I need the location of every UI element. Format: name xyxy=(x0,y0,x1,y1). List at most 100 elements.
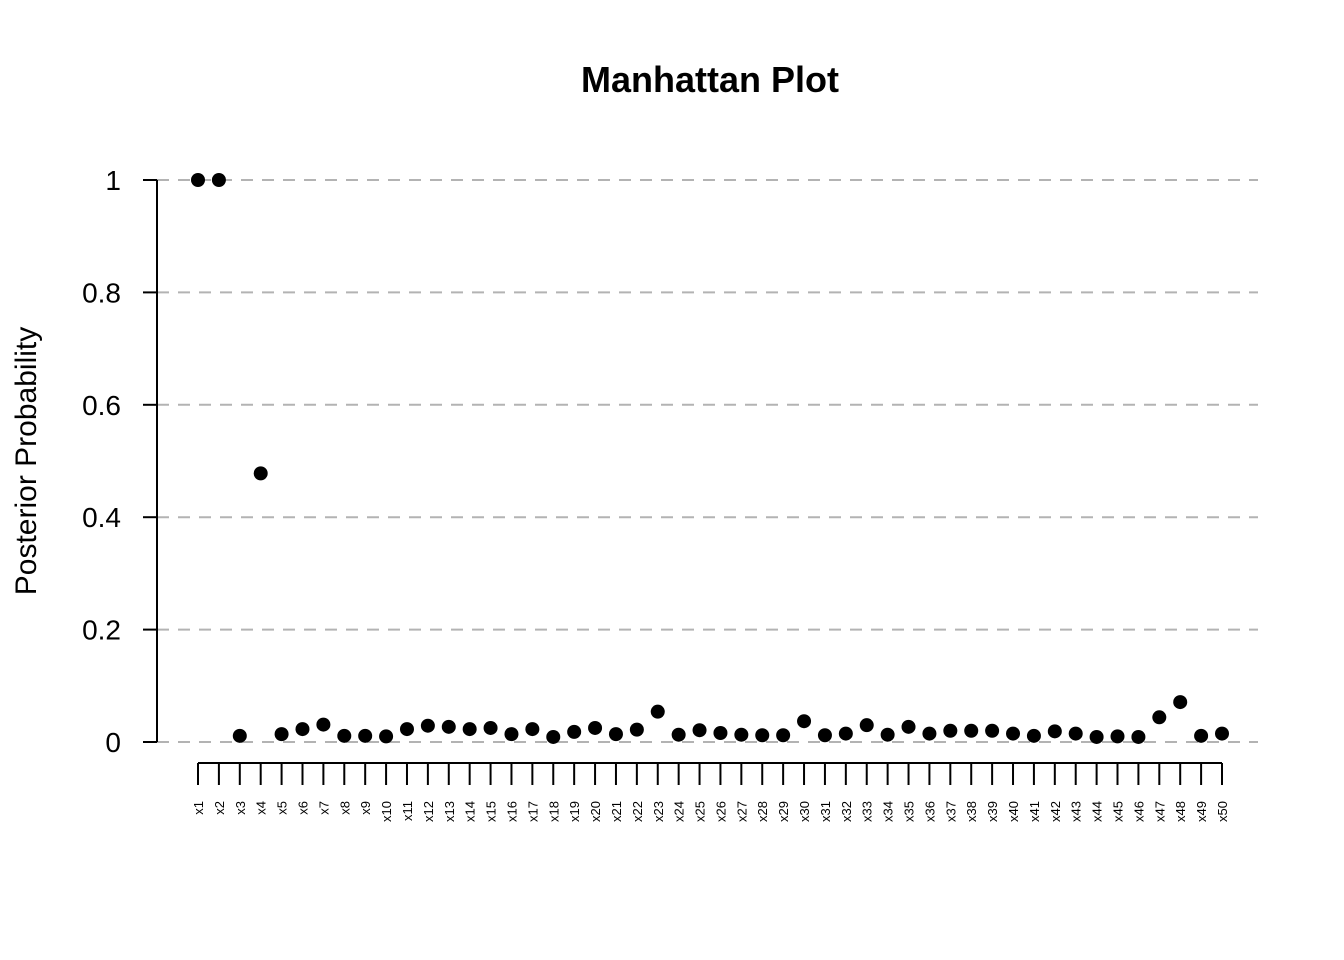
data-point-x8 xyxy=(337,728,352,743)
data-point-x6 xyxy=(295,722,310,737)
grid-lines xyxy=(157,179,1258,743)
x-tick-label: x29 xyxy=(776,801,791,822)
x-tick-label: x32 xyxy=(839,801,854,822)
x-tick-label: x43 xyxy=(1069,801,1084,822)
y-tick-label: 1 xyxy=(105,165,121,196)
data-point-x33 xyxy=(859,718,874,733)
y-tick-label: 0 xyxy=(105,727,121,758)
data-point-x4 xyxy=(253,466,268,481)
x-tick-label: x49 xyxy=(1194,801,1209,822)
data-point-x11 xyxy=(399,722,414,737)
data-point-x28 xyxy=(755,728,770,743)
x-tick-label: x47 xyxy=(1152,801,1167,822)
x-tick-label: x26 xyxy=(713,801,728,822)
x-tick-label: x12 xyxy=(421,801,436,822)
x-tick-label: x6 xyxy=(295,801,310,815)
data-point-x1 xyxy=(191,173,205,187)
x-tick-label: x27 xyxy=(734,801,749,822)
x-tick-label: x30 xyxy=(797,801,812,822)
data-point-x40 xyxy=(1006,726,1021,741)
x-tick-label: x23 xyxy=(651,801,666,822)
x-axis-ticks: x1 x2 x3 x4 x5 x6 x7 x8 x9 x10 x11 x12 x13 x14 x15 x16 x… xyxy=(191,763,1230,822)
data-point-x17 xyxy=(525,722,540,737)
data-point-x26 xyxy=(713,726,728,741)
data-point-x5 xyxy=(274,727,289,742)
x-tick-label: x37 xyxy=(943,801,958,822)
data-point-x32 xyxy=(838,726,853,741)
chart-title: Manhattan Plot xyxy=(581,59,839,100)
x-tick-label: x44 xyxy=(1090,801,1105,822)
data-point-x29 xyxy=(776,728,791,743)
x-tick-label: x2 xyxy=(212,801,227,815)
data-point-x34 xyxy=(880,727,895,742)
data-point-x46 xyxy=(1131,729,1146,744)
axes xyxy=(156,180,1222,764)
x-tick-label: x17 xyxy=(525,801,540,822)
x-tick-label: x42 xyxy=(1048,801,1063,822)
x-tick-label: x3 xyxy=(233,801,248,815)
data-point-x23 xyxy=(650,704,665,719)
y-axis-label: Posterior Probability xyxy=(10,327,43,595)
x-tick-label: x40 xyxy=(1006,801,1021,822)
data-point-x20 xyxy=(588,720,603,735)
data-point-x27 xyxy=(734,727,749,742)
data-point-x41 xyxy=(1026,728,1041,743)
x-tick-label: x11 xyxy=(400,801,415,821)
x-tick-label: x24 xyxy=(672,801,687,822)
data-point-x38 xyxy=(964,723,979,738)
x-tick-label: x36 xyxy=(922,801,937,822)
x-tick-label: x10 xyxy=(379,801,394,822)
data-point-x36 xyxy=(922,726,937,741)
x-tick-label: x18 xyxy=(546,801,561,822)
data-point-x12 xyxy=(420,718,435,733)
x-tick-label: x13 xyxy=(442,801,457,822)
x-tick-label: x41 xyxy=(1027,801,1042,822)
y-axis-ticks: 0 0.2 0.4 0.6 0.8 1 xyxy=(82,165,157,758)
x-tick-label: x38 xyxy=(964,801,979,822)
data-point-x3 xyxy=(232,728,247,743)
data-point-x47 xyxy=(1152,710,1167,725)
data-point-x43 xyxy=(1068,726,1083,741)
data-point-x21 xyxy=(608,727,623,742)
x-tick-label: x48 xyxy=(1173,801,1188,822)
data-point-x13 xyxy=(441,719,456,734)
x-tick-label: x9 xyxy=(358,801,373,815)
x-tick-label: x19 xyxy=(567,801,582,822)
x-tick-label: x34 xyxy=(881,801,896,822)
x-tick-label: x33 xyxy=(860,801,875,822)
x-tick-label: x39 xyxy=(985,801,1000,822)
x-tick-label: x35 xyxy=(902,801,917,822)
data-point-x15 xyxy=(483,720,498,735)
x-tick-label: x50 xyxy=(1215,801,1230,822)
y-tick-label: 0.4 xyxy=(82,502,121,533)
x-tick-label: x7 xyxy=(316,801,331,815)
data-point-x18 xyxy=(546,729,561,744)
data-point-x9 xyxy=(358,728,373,743)
data-point-x37 xyxy=(943,723,958,738)
data-point-x2 xyxy=(211,173,226,187)
x-tick-label: x4 xyxy=(254,801,269,815)
data-point-x50 xyxy=(1215,726,1229,741)
data-point-x24 xyxy=(671,727,686,742)
x-tick-label: x5 xyxy=(275,801,290,815)
data-points xyxy=(191,173,1229,744)
x-tick-label: x25 xyxy=(693,801,708,822)
data-point-x22 xyxy=(629,722,644,737)
x-tick-label: x28 xyxy=(755,801,770,822)
x-tick-label: x20 xyxy=(588,801,603,822)
data-point-x49 xyxy=(1194,728,1209,743)
data-point-x35 xyxy=(901,719,916,734)
x-tick-label: x8 xyxy=(337,801,352,815)
x-tick-label: x21 xyxy=(609,801,624,822)
data-point-x42 xyxy=(1047,724,1062,739)
data-point-x45 xyxy=(1110,729,1125,744)
x-tick-label: x1 xyxy=(191,801,206,815)
data-point-x48 xyxy=(1173,695,1188,710)
data-point-x14 xyxy=(462,722,477,737)
x-tick-label: x15 xyxy=(484,801,499,822)
y-tick-label: 0.6 xyxy=(82,390,121,421)
data-point-x44 xyxy=(1089,729,1104,744)
data-point-x7 xyxy=(316,717,331,732)
y-tick-label: 0.8 xyxy=(82,277,121,308)
